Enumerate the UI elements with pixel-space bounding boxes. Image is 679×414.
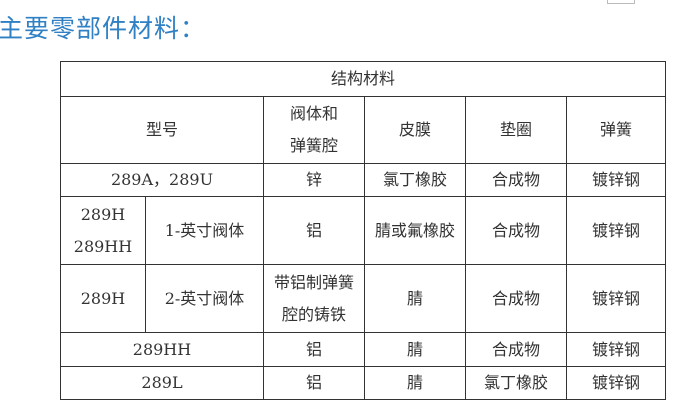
cell-body: 带铝制弹簧 腔的铸铁: [263, 264, 365, 333]
table-row: 289HH 铝 腈 合成物 镀锌钢: [60, 332, 666, 367]
header-model: 型号: [60, 96, 264, 164]
header-body: 阀体和 弹簧腔: [263, 96, 365, 164]
cell-model: 289A，289U: [60, 163, 264, 197]
cell-gasket: 合成物: [465, 163, 567, 197]
cell-spring: 镀锌钢: [566, 332, 666, 367]
cell-diaphragm: 氯丁橡胶: [364, 163, 466, 197]
cell-gasket: 合成物: [465, 264, 567, 333]
cell-model: 289HH: [60, 332, 264, 367]
header-diaphragm: 皮膜: [364, 96, 466, 164]
cell-model: 289H: [60, 264, 146, 333]
cell-spring: 镀锌钢: [566, 163, 666, 197]
header-body-line: 弹簧腔: [289, 136, 338, 155]
cell-body: 铝: [263, 196, 365, 265]
materials-table: 结构材料 型号 阀体和弹簧腔 皮膜 垫圈 弹簧 289A，289U 锌 氯丁橡胶…: [60, 61, 666, 400]
table-row: 289H 289HH 1-英寸阀体 铝 腈或氟橡胶 合成物 镀锌钢: [60, 196, 666, 265]
model-line: 289H: [80, 204, 126, 224]
cell-size: 2-英寸阀体: [145, 264, 264, 333]
table-row: 289L 铝 腈 氯丁橡胶 镀锌钢: [60, 366, 666, 400]
cell-diaphragm: 腈或氟橡胶: [364, 196, 466, 265]
cell-body: 锌: [263, 163, 365, 197]
body-line: 腔的铸铁: [281, 304, 346, 324]
cell-model: 289L: [60, 366, 264, 400]
cell-body: 铝: [263, 332, 365, 367]
cell-size: 1-英寸阀体: [145, 196, 264, 265]
cell-spring: 镀锌钢: [566, 366, 666, 400]
cell-body: 铝: [263, 366, 365, 400]
cell-gasket: 合成物: [465, 196, 567, 265]
cell-spring: 镀锌钢: [566, 264, 666, 333]
header-body-line: 阀体和: [289, 104, 338, 123]
cell-gasket: 氯丁橡胶: [465, 366, 567, 400]
body-line: 带铝制弹簧: [273, 272, 354, 292]
cell-diaphragm: 腈: [364, 332, 466, 367]
table-caption-row: 结构材料: [60, 61, 666, 97]
cell-diaphragm: 腈: [364, 366, 466, 400]
table-caption: 结构材料: [60, 61, 666, 97]
cell-gasket: 合成物: [465, 332, 567, 367]
section-heading: 主要零部件材料：: [0, 14, 207, 43]
table-header-row: 型号 阀体和弹簧腔 皮膜 垫圈 弹簧: [60, 96, 666, 164]
cell-model: 289H 289HH: [60, 196, 146, 265]
table-row: 289H 2-英寸阀体 带铝制弹簧腔的铸铁 腈 合成物 镀锌钢: [60, 264, 666, 333]
header-spring: 弹簧: [566, 96, 666, 164]
page-corner-mark: [607, 0, 635, 4]
cell-diaphragm: 腈: [364, 264, 466, 333]
header-gasket: 垫圈: [465, 96, 567, 164]
model-line: 289HH: [73, 236, 133, 256]
table-row: 289A，289U 锌 氯丁橡胶 合成物 镀锌钢: [60, 163, 666, 197]
cell-spring: 镀锌钢: [566, 196, 666, 265]
